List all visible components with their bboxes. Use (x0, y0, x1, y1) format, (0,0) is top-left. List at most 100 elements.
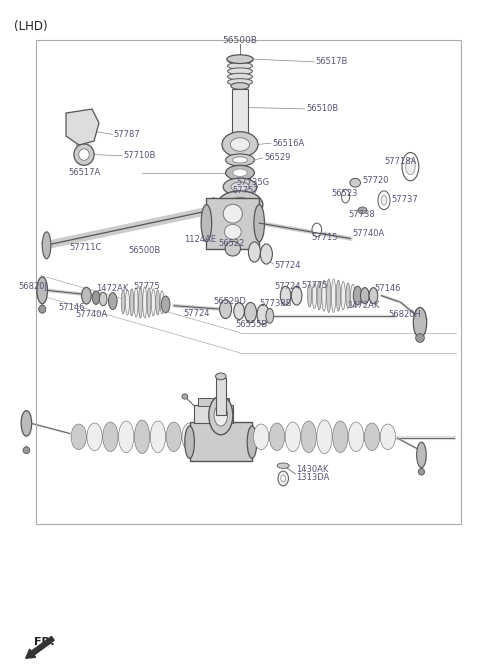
Ellipse shape (166, 422, 181, 452)
Ellipse shape (216, 373, 226, 380)
Ellipse shape (402, 153, 419, 181)
Ellipse shape (214, 405, 228, 426)
Ellipse shape (219, 300, 232, 319)
Text: 57738B: 57738B (259, 299, 292, 308)
Ellipse shape (92, 291, 100, 304)
Ellipse shape (266, 308, 274, 323)
Text: 56820H: 56820H (389, 310, 421, 319)
Text: 57740A: 57740A (76, 310, 108, 319)
Text: 57711C: 57711C (70, 243, 102, 252)
Ellipse shape (312, 283, 317, 308)
Text: (LHD): (LHD) (14, 20, 48, 33)
Ellipse shape (307, 284, 312, 307)
Ellipse shape (381, 196, 387, 205)
Ellipse shape (232, 157, 248, 163)
Ellipse shape (209, 198, 218, 222)
Ellipse shape (151, 289, 156, 316)
Ellipse shape (247, 426, 257, 458)
Ellipse shape (341, 190, 349, 203)
Ellipse shape (227, 54, 253, 64)
Ellipse shape (348, 422, 364, 452)
Bar (190, 422, 252, 461)
Ellipse shape (119, 421, 134, 453)
Ellipse shape (217, 191, 263, 219)
Ellipse shape (228, 73, 252, 80)
Ellipse shape (226, 154, 254, 166)
Ellipse shape (317, 282, 322, 310)
Text: 57775: 57775 (133, 282, 160, 292)
Ellipse shape (230, 138, 250, 151)
Ellipse shape (291, 286, 302, 305)
Text: 57737: 57737 (391, 195, 418, 204)
Bar (198, 398, 229, 406)
Text: 57715: 57715 (311, 233, 337, 243)
Ellipse shape (147, 288, 151, 317)
Text: 57718A: 57718A (384, 157, 416, 166)
Ellipse shape (413, 308, 427, 338)
Text: 57757: 57757 (233, 185, 259, 195)
Text: 57735G: 57735G (236, 178, 269, 187)
Ellipse shape (79, 149, 89, 160)
Ellipse shape (277, 463, 289, 468)
Ellipse shape (358, 207, 367, 214)
Bar (194, 405, 233, 423)
Ellipse shape (78, 122, 90, 139)
Bar (206, 198, 259, 249)
Ellipse shape (418, 468, 424, 475)
Ellipse shape (23, 447, 30, 454)
Ellipse shape (156, 290, 160, 315)
Ellipse shape (185, 426, 194, 458)
Text: 56523: 56523 (331, 189, 358, 198)
Ellipse shape (228, 62, 252, 69)
Ellipse shape (312, 223, 322, 237)
Text: 56529: 56529 (264, 153, 290, 163)
Ellipse shape (223, 178, 257, 196)
FancyArrow shape (25, 636, 54, 659)
Ellipse shape (285, 422, 300, 452)
Text: 57146: 57146 (374, 284, 401, 294)
Text: 1430AK: 1430AK (296, 464, 328, 474)
Ellipse shape (226, 165, 254, 180)
Ellipse shape (254, 205, 264, 242)
Text: 56516A: 56516A (273, 138, 305, 148)
Text: 57775: 57775 (301, 281, 328, 290)
Ellipse shape (209, 396, 233, 435)
Ellipse shape (160, 291, 164, 314)
Text: 1472AK: 1472AK (96, 284, 128, 294)
Ellipse shape (406, 159, 415, 175)
Ellipse shape (108, 293, 117, 309)
Ellipse shape (346, 283, 350, 308)
Ellipse shape (244, 302, 256, 323)
Ellipse shape (198, 424, 213, 450)
Ellipse shape (331, 279, 336, 312)
Text: 1124AE: 1124AE (184, 235, 216, 245)
Ellipse shape (333, 421, 348, 453)
Ellipse shape (417, 442, 426, 468)
Text: 56517A: 56517A (69, 168, 101, 177)
Ellipse shape (301, 421, 316, 453)
Text: 57787: 57787 (114, 130, 141, 139)
Bar (36, 40, 461, 524)
Ellipse shape (353, 286, 362, 305)
Ellipse shape (364, 423, 380, 451)
Ellipse shape (317, 420, 332, 454)
Text: 57724: 57724 (184, 309, 210, 319)
Ellipse shape (38, 305, 46, 313)
Text: 1472AK: 1472AK (347, 301, 379, 310)
Text: FR.: FR. (34, 637, 54, 646)
Ellipse shape (281, 475, 286, 482)
Ellipse shape (143, 287, 147, 318)
Text: 57710B: 57710B (123, 151, 156, 161)
Ellipse shape (360, 288, 369, 304)
Ellipse shape (134, 288, 138, 317)
Ellipse shape (223, 204, 242, 223)
Ellipse shape (103, 422, 118, 452)
Ellipse shape (182, 394, 188, 399)
Ellipse shape (74, 144, 94, 165)
Ellipse shape (253, 424, 269, 450)
Ellipse shape (378, 191, 390, 210)
Ellipse shape (416, 334, 424, 343)
Ellipse shape (350, 178, 360, 187)
Ellipse shape (224, 224, 241, 239)
Ellipse shape (228, 57, 252, 64)
